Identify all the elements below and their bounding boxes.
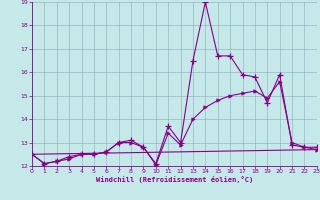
X-axis label: Windchill (Refroidissement éolien,°C): Windchill (Refroidissement éolien,°C) [96,176,253,183]
